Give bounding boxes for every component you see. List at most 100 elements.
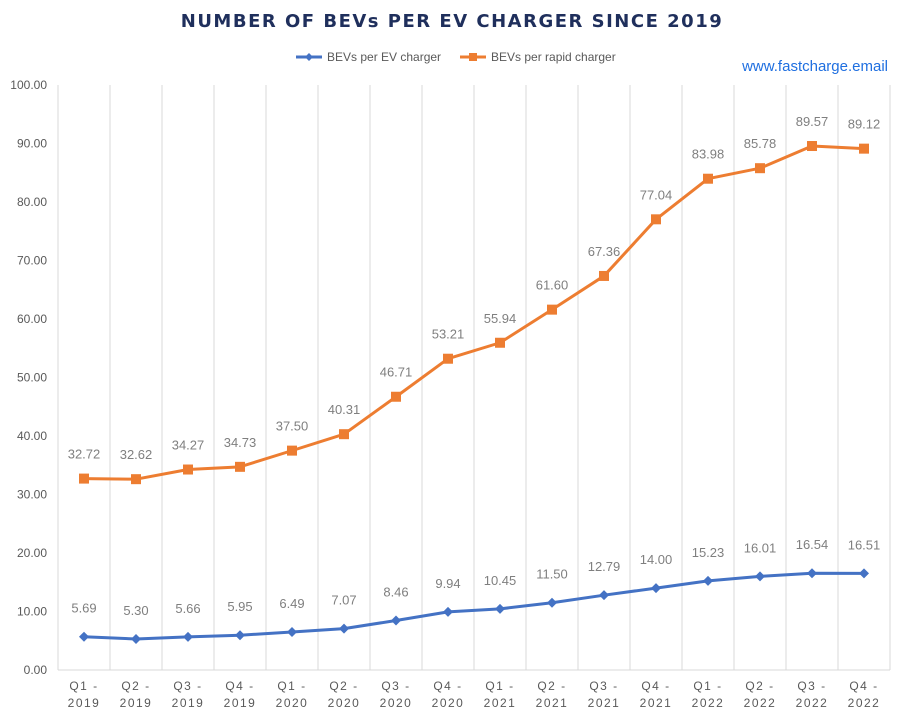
chart-title: NUMBER OF BEVs PER EV CHARGER SINCE 2019 — [181, 11, 724, 32]
legend-label: BEVs per EV charger — [327, 50, 441, 64]
x-tick-label: 2021 — [484, 696, 517, 710]
data-point-diamond — [183, 631, 193, 642]
data-label: 32.72 — [68, 447, 101, 462]
x-tick-label: Q4 - — [849, 679, 878, 693]
data-label: 5.69 — [71, 601, 96, 616]
data-label: 77.04 — [640, 187, 673, 202]
x-tick-label: 2020 — [328, 696, 361, 710]
data-label: 8.46 — [383, 585, 408, 600]
data-label: 40.31 — [328, 402, 361, 417]
data-label: 7.07 — [331, 593, 356, 608]
y-tick-label: 40.00 — [17, 429, 47, 443]
data-point-diamond — [443, 606, 453, 617]
x-tick-label: 2022 — [796, 696, 829, 710]
series-group: 5.69 5.30 5.66 5.95 6.49 7.07 8.46 9.94 10.45 11.… — [68, 114, 881, 644]
data-label: 5.66 — [175, 601, 200, 616]
data-point-diamond — [287, 627, 297, 638]
data-label: 83.98 — [692, 147, 725, 162]
data-label: 55.94 — [484, 311, 517, 326]
y-tick-label: 0.00 — [24, 663, 48, 677]
data-label: 12.79 — [588, 559, 621, 574]
data-label: 5.30 — [123, 603, 148, 618]
data-label: 46.71 — [380, 365, 413, 380]
data-point-diamond — [859, 568, 869, 579]
x-tick-label: 2019 — [172, 696, 205, 710]
y-tick-label: 20.00 — [17, 546, 47, 560]
x-tick-label: 2020 — [380, 696, 413, 710]
data-point-square — [235, 461, 245, 472]
x-tick-label: 2022 — [744, 696, 777, 710]
data-label: 6.49 — [279, 596, 304, 611]
data-point-square — [131, 474, 141, 485]
data-label: 15.23 — [692, 545, 725, 560]
data-point-square — [807, 141, 817, 152]
data-label: 37.50 — [276, 419, 309, 434]
x-tick-label: Q4 - — [641, 679, 670, 693]
data-label: 53.21 — [432, 327, 465, 342]
data-point-diamond — [599, 590, 609, 601]
x-tick-label: 2020 — [276, 696, 309, 710]
data-label: 67.36 — [588, 244, 621, 259]
data-point-square — [495, 337, 505, 348]
x-tick-label: 2021 — [640, 696, 673, 710]
data-label: 89.57 — [796, 114, 829, 129]
data-label: 34.73 — [224, 435, 257, 450]
y-tick-label: 10.00 — [17, 605, 47, 619]
data-label: 61.60 — [536, 278, 569, 293]
data-point-diamond — [79, 631, 89, 642]
y-tick-label: 90.00 — [17, 137, 47, 151]
data-label: 10.45 — [484, 573, 517, 588]
x-tick-label: 2019 — [120, 696, 153, 710]
series-line — [83, 144, 865, 481]
data-point-diamond — [391, 615, 401, 626]
x-tick-label: Q1 - — [69, 679, 98, 693]
y-tick-label: 70.00 — [17, 254, 47, 268]
data-label: 89.12 — [848, 117, 881, 132]
data-point-diamond — [807, 568, 817, 579]
y-tick-label: 50.00 — [17, 371, 47, 385]
x-tick-label: 2021 — [536, 696, 569, 710]
x-tick-label: Q4 - — [433, 679, 462, 693]
y-tick-label: 100.00 — [10, 78, 47, 92]
data-label: 85.78 — [744, 136, 777, 151]
y-tick-label: 30.00 — [17, 488, 47, 502]
x-tick-label: 2021 — [588, 696, 621, 710]
y-tick-label: 80.00 — [17, 195, 47, 209]
data-point-square — [755, 163, 765, 174]
data-label: 32.62 — [120, 447, 153, 462]
data-label: 16.54 — [796, 537, 829, 552]
series-ev-charger: 5.69 5.30 5.66 5.95 6.49 7.07 8.46 9.94 10.45 11.… — [71, 537, 880, 644]
x-tick-label: Q4 - — [225, 679, 254, 693]
y-axis: 0.00 10.00 20.00 30.00 40.00 50.00 60.00 70.00 8… — [10, 78, 47, 677]
legend: BEVs per EV charger BEVs per rapid charge… — [296, 50, 616, 64]
data-label: 16.01 — [744, 540, 777, 555]
data-label: 14.00 — [640, 552, 673, 567]
x-axis: Q1 - 2019 Q2 - 2019 Q3 - 2019 Q4 - 2019 Q1 - 2020… — [68, 679, 879, 710]
x-tick-label: Q1 - — [485, 679, 514, 693]
x-tick-label: Q1 - — [277, 679, 306, 693]
watermark-link[interactable]: www.fastcharge.email — [741, 58, 888, 75]
data-point-diamond — [495, 603, 505, 614]
x-tick-label: 2020 — [432, 696, 465, 710]
data-point-square — [391, 391, 401, 402]
data-point-square — [651, 214, 661, 225]
data-point-square — [469, 53, 477, 61]
x-tick-label: Q2 - — [121, 679, 150, 693]
data-label: 11.50 — [536, 567, 568, 582]
grid — [57, 85, 891, 671]
data-label: 5.95 — [227, 599, 252, 614]
data-point-square — [287, 445, 297, 456]
data-label: 9.94 — [435, 576, 460, 591]
x-tick-label: Q3 - — [173, 679, 202, 693]
data-point-square — [599, 270, 609, 281]
data-point-diamond — [339, 623, 349, 634]
data-point-diamond — [755, 571, 765, 582]
x-tick-label: Q1 - — [693, 679, 722, 693]
x-tick-label: Q2 - — [537, 679, 566, 693]
x-tick-label: Q2 - — [745, 679, 774, 693]
x-tick-label: 2022 — [692, 696, 725, 710]
x-tick-label: 2019 — [68, 696, 101, 710]
data-point-square — [443, 353, 453, 364]
series-line — [83, 571, 865, 641]
